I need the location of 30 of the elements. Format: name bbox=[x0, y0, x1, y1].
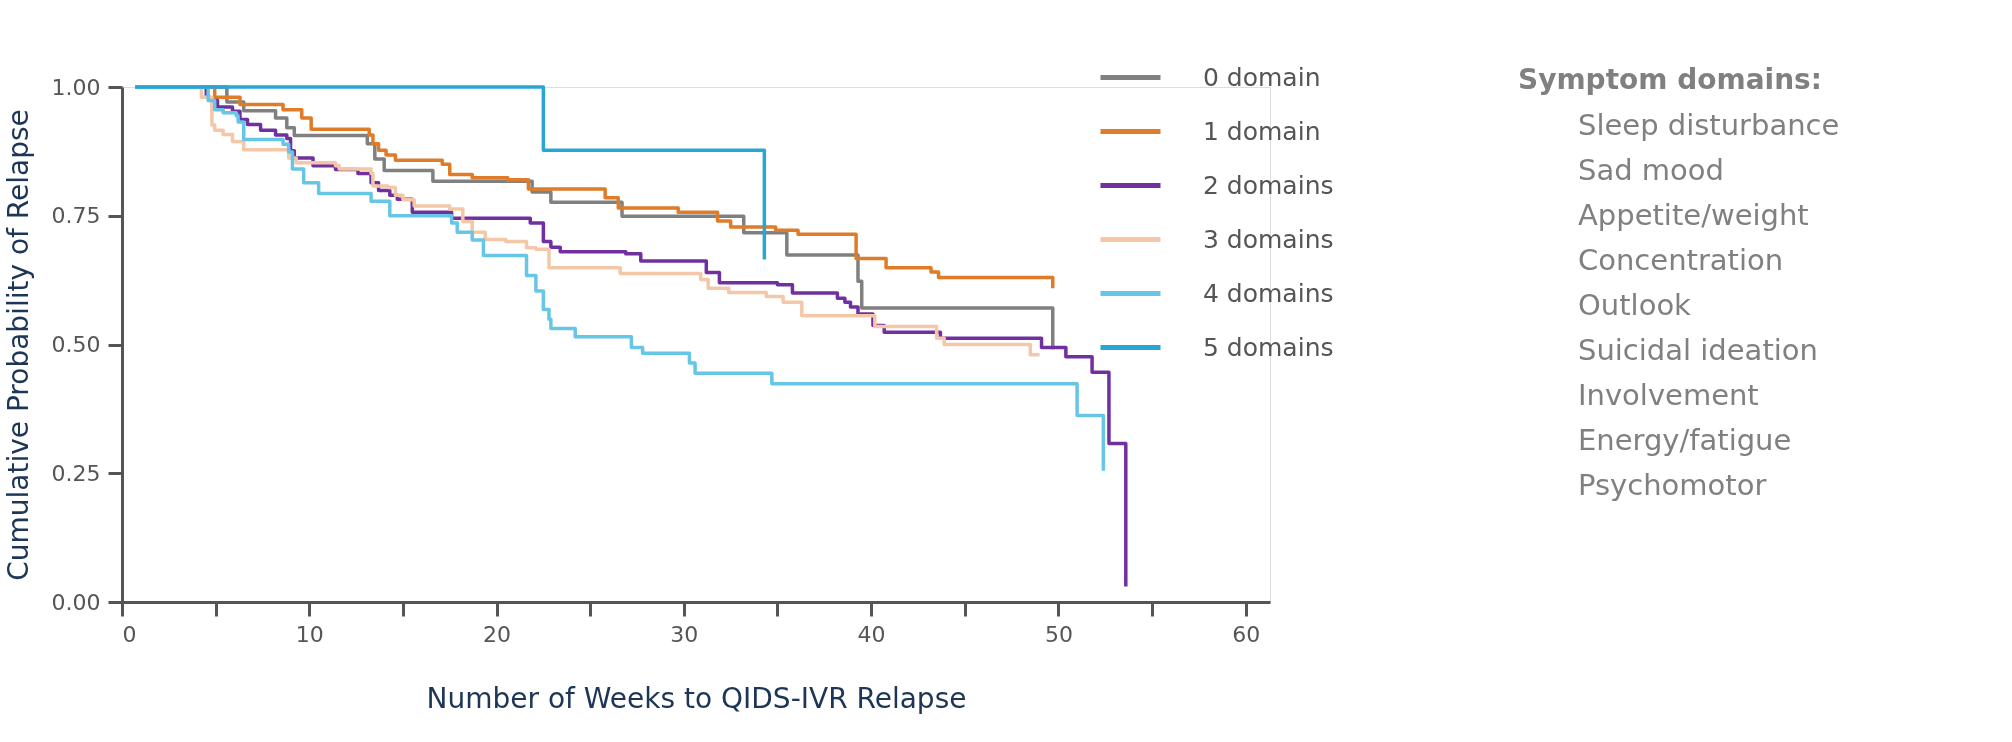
text: Concentration bbox=[1578, 243, 1784, 277]
text: Energy/fatigue bbox=[1578, 423, 1792, 457]
x-tick-label: 50 bbox=[1044, 621, 1073, 647]
text: Suicidal ideation bbox=[1578, 333, 1818, 367]
x-tick-label: 10 bbox=[295, 621, 324, 647]
y-tick-label: 0.25 bbox=[51, 460, 101, 486]
x-tick-label: 60 bbox=[1232, 621, 1261, 647]
text: Psychomotor bbox=[1578, 468, 1767, 502]
x-tick-label: 20 bbox=[483, 621, 512, 647]
x-axis-title: Number of Weeks to QIDS-IVR Relapse bbox=[426, 681, 967, 715]
x-tick-label: 40 bbox=[857, 621, 886, 647]
y-axis-title: Cumulative Probability of Relapse bbox=[1, 109, 35, 581]
text: Outlook bbox=[1578, 288, 1692, 322]
text: Sad mood bbox=[1578, 153, 1724, 187]
legend-label: 1 domain bbox=[1203, 116, 1321, 146]
legend-label: 0 domain bbox=[1203, 62, 1321, 92]
y-tick-label: 0.00 bbox=[51, 589, 101, 615]
legend-label: 4 domains bbox=[1203, 278, 1334, 308]
x-tick-label: 30 bbox=[670, 621, 699, 647]
text: Appetite/weight bbox=[1578, 198, 1809, 232]
text: Symptom domains: bbox=[1518, 63, 1822, 96]
legend-label: 3 domains bbox=[1203, 224, 1334, 254]
text: Involvement bbox=[1578, 378, 1759, 412]
legend-label: 2 domains bbox=[1203, 170, 1334, 200]
legend-label: 5 domains bbox=[1203, 332, 1334, 362]
y-tick-label: 1.00 bbox=[51, 74, 101, 100]
text: Sleep disturbance bbox=[1578, 108, 1840, 142]
y-tick-label: 0.50 bbox=[51, 332, 101, 357]
y-tick-label: 0.75 bbox=[51, 203, 101, 229]
x-tick-label: 0 bbox=[122, 621, 137, 647]
